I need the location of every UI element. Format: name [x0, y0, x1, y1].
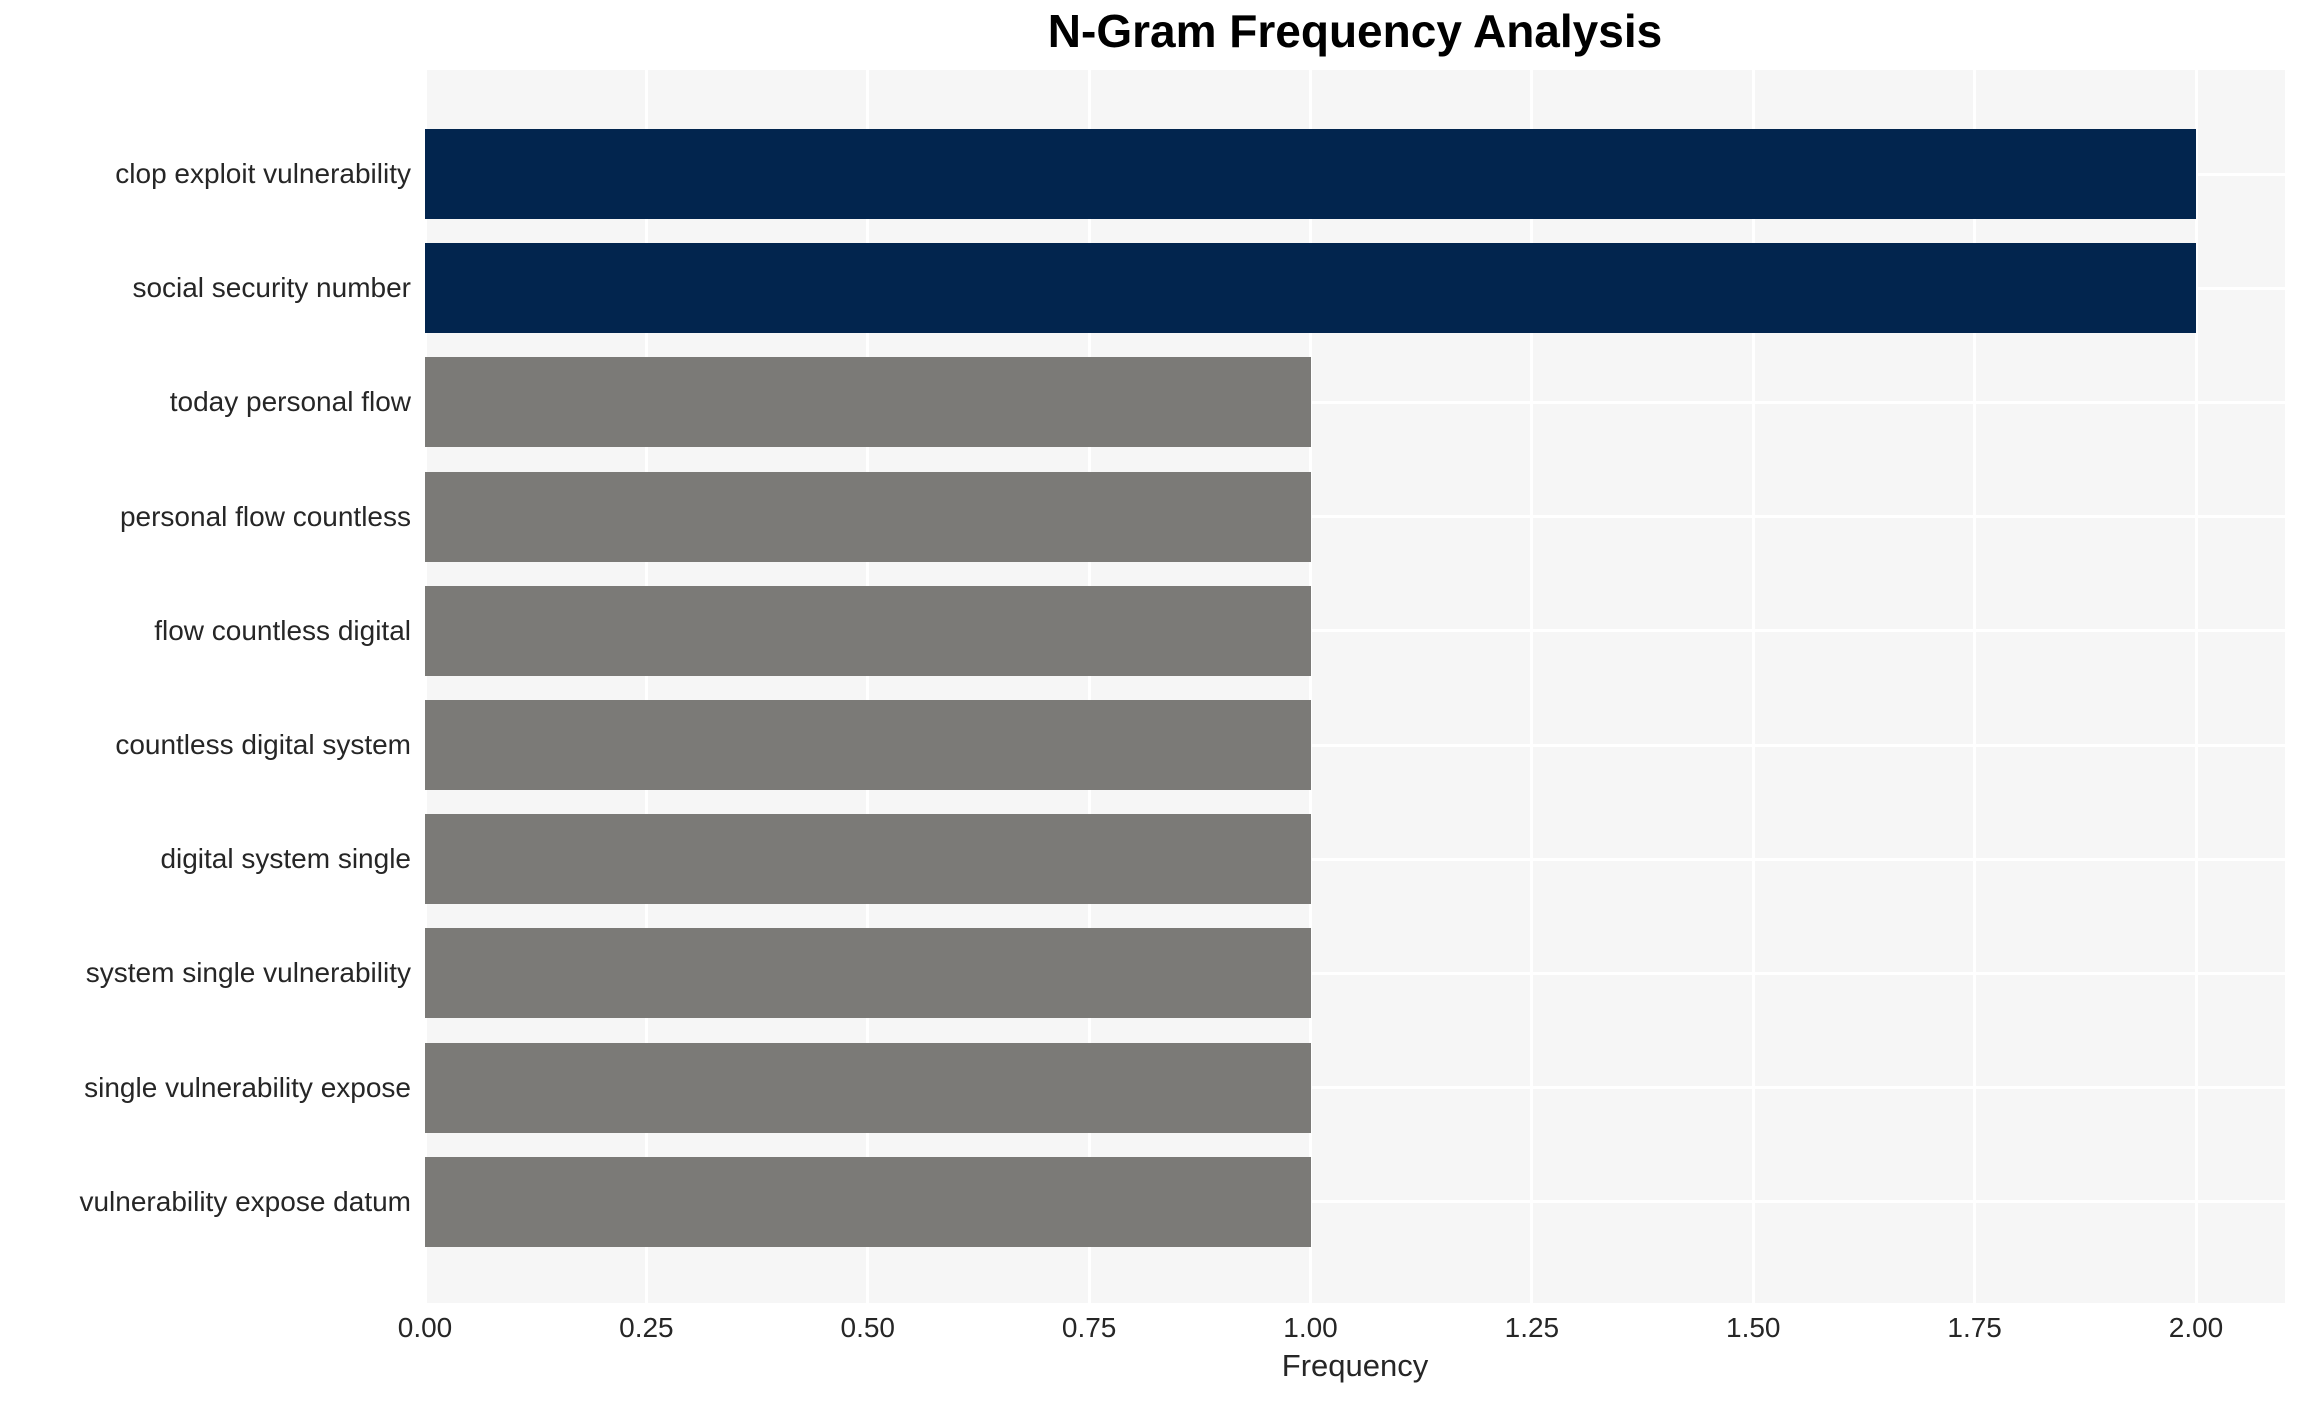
- bar-vulnerability-expose-datum: [425, 1156, 1311, 1247]
- gridline-horizontal: [425, 515, 2285, 519]
- plot-area: [423, 70, 2285, 1303]
- x-tick-label: 1.00: [1283, 1312, 1338, 1343]
- y-tick-label: digital system single: [160, 843, 411, 875]
- y-tick-label: personal flow countless: [119, 500, 411, 532]
- chart-title: N-Gram Frequency Analysis: [1047, 5, 1663, 57]
- gridline-horizontal: [425, 857, 2285, 861]
- gridline-horizontal: [425, 1200, 2285, 1204]
- bar-system-single-vulnerability: [425, 928, 1311, 1019]
- bar-clop-exploit-vulnerability: [425, 129, 2196, 219]
- gridline-horizontal: [425, 629, 2285, 633]
- y-tick-label: today personal flow: [169, 386, 411, 418]
- y-tick-label: countless digital system: [115, 729, 411, 760]
- x-tick-label: 1.50: [1726, 1312, 1781, 1343]
- bar-digital-system-single: [425, 814, 1311, 905]
- x-tick-label: 0.00: [397, 1312, 453, 1343]
- bar-personal-flow-countless: [425, 471, 1311, 562]
- gridline-vertical: [1530, 70, 1534, 1303]
- bar-single-vulnerability-expose: [425, 1042, 1311, 1133]
- y-tick-label: system single vulnerability: [85, 957, 411, 989]
- x-tick-label: 0.25: [619, 1312, 674, 1343]
- bar-flow-countless-digital: [425, 585, 1311, 676]
- x-tick-label: 0.50: [840, 1312, 896, 1343]
- bar-countless-digital-system: [425, 700, 1311, 790]
- gridline-vertical: [1973, 70, 1977, 1303]
- gridline-vertical: [644, 70, 648, 1303]
- x-tick-label: 2.00: [2168, 1312, 2224, 1343]
- gridline-horizontal: [425, 1086, 2285, 1090]
- bar-social-security-number: [425, 243, 2196, 334]
- y-tick-label: social security number: [132, 272, 411, 304]
- y-tick-label: vulnerability expose datum: [79, 1185, 411, 1217]
- gridline-horizontal: [425, 971, 2285, 975]
- y-axis-labels: clop exploit vulnerability social securit…: [0, 70, 411, 1303]
- gridline-vertical: [866, 70, 870, 1303]
- gridline-vertical: [423, 70, 427, 1303]
- bar-today-personal-flow: [425, 357, 1311, 448]
- gridline-vertical: [1309, 70, 1312, 1303]
- gridline-vertical: [2194, 70, 2198, 1303]
- y-tick-label: flow countless digital: [154, 614, 411, 646]
- gridline-vertical: [1751, 70, 1755, 1303]
- gridline-vertical: [1087, 70, 1091, 1303]
- y-tick-label: single vulnerability expose: [84, 1071, 411, 1103]
- gridline-horizontal: [425, 743, 2285, 747]
- gridline-horizontal: [425, 400, 2285, 404]
- x-tick-label: 1.75: [1947, 1312, 2002, 1343]
- x-tick-label: 1.25: [1504, 1312, 1560, 1343]
- x-axis-label: Frequency: [1281, 1348, 1429, 1383]
- y-tick-label: clop exploit vulnerability: [115, 158, 411, 189]
- x-tick-label: 0.75: [1061, 1312, 1117, 1343]
